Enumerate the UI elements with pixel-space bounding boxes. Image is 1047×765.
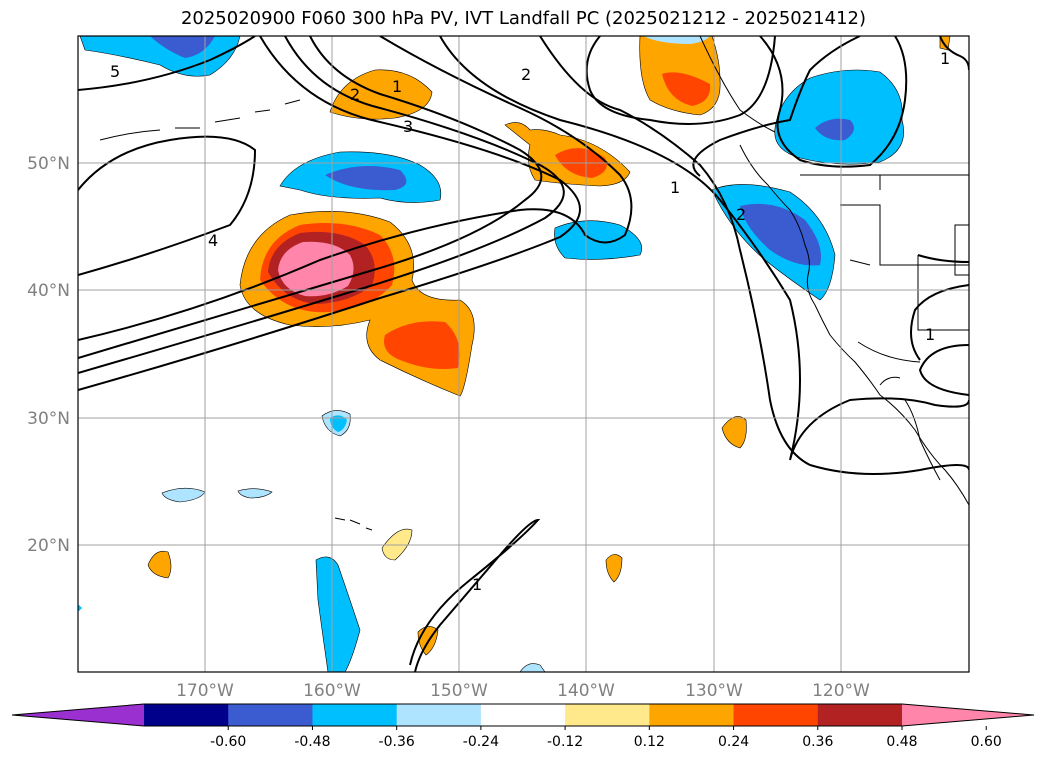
lat-label-30n: 30°N — [27, 409, 70, 429]
colorbar-tick-label: -0.24 — [463, 734, 499, 750]
longitude-labels: 170°W 160°W 150°W 140°W 130°W 120°W — [176, 681, 870, 701]
colorbar-segment — [312, 704, 398, 726]
lat-label-40n: 40°N — [27, 281, 70, 301]
contour-label: 1 — [940, 49, 950, 68]
colorbar-segment — [144, 704, 229, 726]
colorbar: -0.60 -0.48 -0.36 -0.24 -0.12 0.12 0.24 0.36 0.4… — [11, 703, 1035, 750]
colorbar-extension-low — [12, 704, 144, 726]
map-panel: 5 2 1 3 2 4 1 1 2 1 1 — [78, 36, 969, 672]
lon-label-140w: 140°W — [557, 681, 615, 701]
contour-label: 4 — [208, 231, 218, 250]
lon-label-130w: 130°W — [685, 681, 743, 701]
lon-label-120w: 120°W — [812, 681, 870, 701]
colorbar-segment — [817, 704, 903, 726]
colorbar-segment — [649, 704, 735, 726]
ivt-contours — [78, 36, 969, 672]
colorbar-tick-label: 0.24 — [718, 734, 749, 750]
colorbar-segment — [480, 704, 566, 726]
lat-label-20n: 20°N — [27, 536, 70, 556]
gridlines — [78, 36, 969, 672]
colorbar-tick-label: -0.36 — [379, 734, 415, 750]
contour-label-group: 5 2 1 3 2 4 1 1 2 1 1 — [110, 49, 950, 594]
lon-label-160w: 160°W — [303, 681, 361, 701]
coastlines — [99, 36, 969, 531]
contour-label: 1 — [925, 325, 935, 344]
colorbar-tick-label: 0.48 — [886, 734, 917, 750]
latitude-labels: 50°N 40°N 30°N 20°N — [27, 154, 70, 556]
colorbar-segment — [228, 704, 313, 726]
colorbar-outline — [11, 703, 1035, 727]
contour-label: 2 — [521, 65, 531, 84]
contour-label: 2 — [736, 205, 746, 224]
lat-label-50n: 50°N — [27, 154, 70, 174]
contour-label: 1 — [392, 77, 402, 96]
colorbar-tick-label: -0.48 — [294, 734, 330, 750]
contour-label: 5 — [110, 62, 120, 81]
pv-shading — [78, 36, 951, 672]
lon-label-150w: 150°W — [430, 681, 488, 701]
figure-title: 2025020900 F060 300 hPa PV, IVT Landfall… — [180, 8, 867, 29]
colorbar-segment — [396, 704, 482, 726]
lon-label-170w: 170°W — [176, 681, 234, 701]
colorbar-segment — [733, 704, 819, 726]
contour-label: 3 — [403, 117, 413, 136]
contour-label: 2 — [350, 85, 360, 104]
colorbar-tick-label: 0.60 — [971, 734, 1002, 750]
colorbar-segment — [565, 704, 650, 726]
colorbar-tick-label: 0.36 — [802, 734, 833, 750]
colorbar-tick-label: -0.12 — [547, 734, 583, 750]
map-frame — [77, 35, 970, 673]
colorbar-tick-label: 0.12 — [634, 734, 665, 750]
contour-label: 1 — [670, 178, 680, 197]
colorbar-tick-label: -0.60 — [210, 734, 246, 750]
contour-label: 1 — [472, 575, 482, 594]
colorbar-extension-high — [902, 704, 1034, 726]
